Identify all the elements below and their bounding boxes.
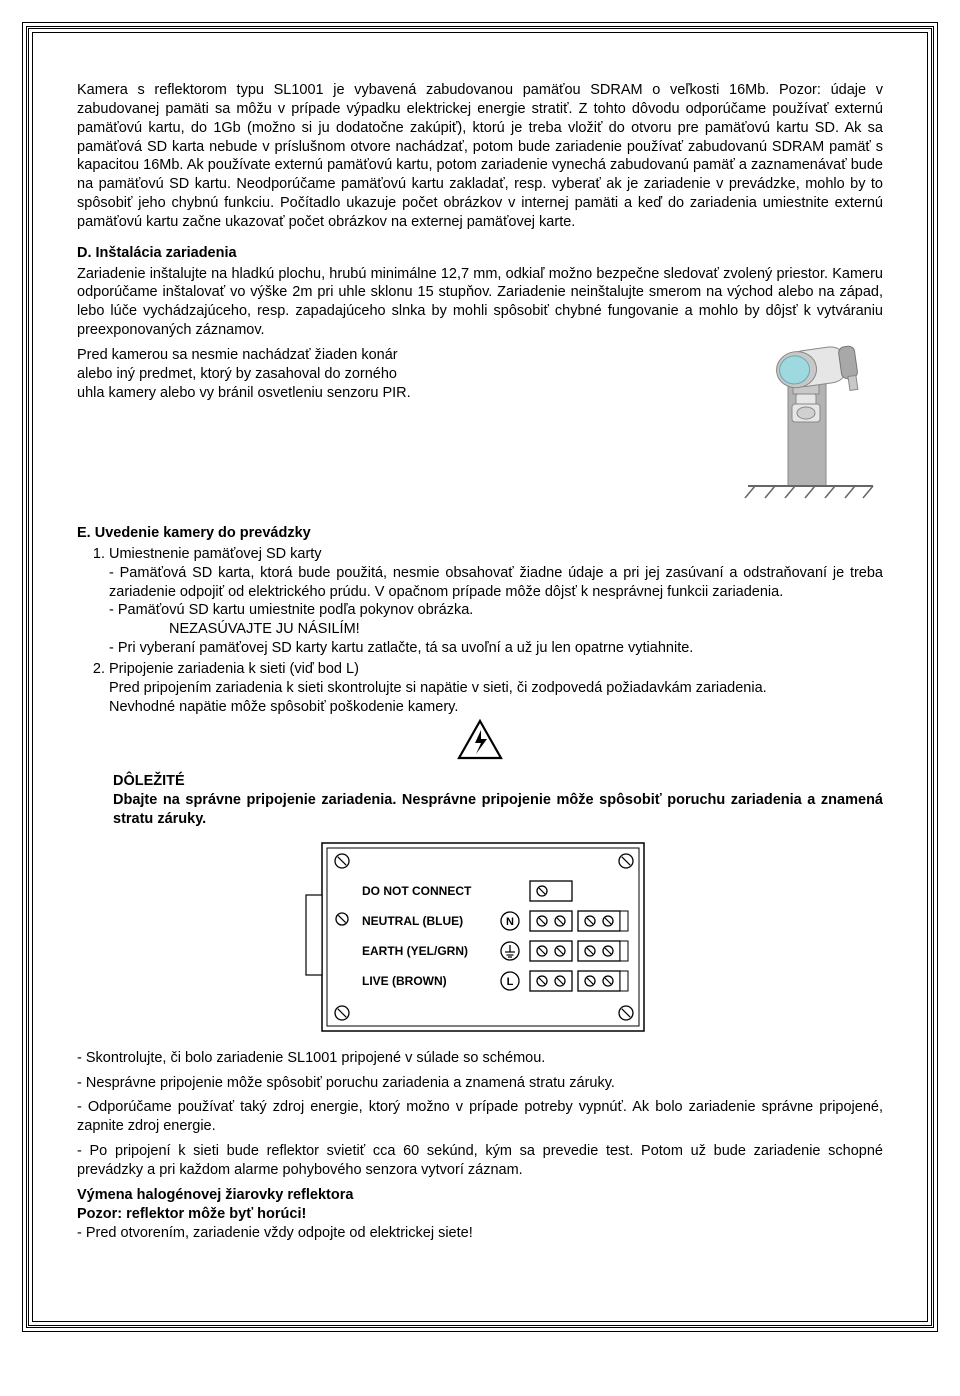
footnote-4: - Po pripojení k sieti bude reflektor sv… xyxy=(77,1142,883,1180)
footnote-b2: Pozor: reflektor môže byť horúci! xyxy=(77,1205,883,1224)
section-d-p2b: alebo iný predmet, ktorý by zasahoval do… xyxy=(77,365,683,384)
electrical-warning-icon xyxy=(77,718,883,768)
item1-b: - Pamäťovú SD kartu umiestnite podľa pok… xyxy=(109,601,883,620)
svg-text:DO NOT CONNECT: DO NOT CONNECT xyxy=(362,884,472,898)
camera-on-post-illustration xyxy=(693,316,883,506)
footnote-5: - Pred otvorením, zariadenie vždy odpojt… xyxy=(77,1224,883,1243)
intro-paragraph: Kamera s reflektorom typu SL1001 je vyba… xyxy=(77,81,883,232)
procedure-list: Umiestnenie pamäťovej SD karty - Pamäťov… xyxy=(109,545,883,717)
item2-title: Pripojenie zariadenia k sieti (viď bod L… xyxy=(109,661,359,677)
svg-text:L: L xyxy=(507,976,514,988)
page: Kamera s reflektorom typu SL1001 je vyba… xyxy=(0,0,960,1396)
footnote-3: - Odporúčame používať taký zdroj energie… xyxy=(77,1098,883,1136)
important-block: DÔLEŽITÉ Dbajte na správne pripojenie za… xyxy=(113,772,883,829)
item1-title: Umiestnenie pamäťovej SD karty xyxy=(109,546,322,562)
section-d-p2c: uhla kamery alebo vy bránil osvetleniu s… xyxy=(77,384,683,403)
item2-b: Nevhodné napätie môže spôsobiť poškodeni… xyxy=(109,698,883,717)
svg-text:N: N xyxy=(506,916,514,928)
camera-row: Pred kamerou sa nesmie nachádzať žiaden … xyxy=(77,346,883,506)
page-border-mid: Kamera s reflektorom typu SL1001 je vyba… xyxy=(26,26,934,1328)
item2-a: Pred pripojením zariadenia k sieti skont… xyxy=(109,679,883,698)
section-d-p2a: Pred kamerou sa nesmie nachádzať žiaden … xyxy=(77,346,683,365)
footnote-1: - Skontrolujte, či bolo zariadenie SL100… xyxy=(77,1049,883,1068)
svg-text:NEUTRAL (BLUE): NEUTRAL (BLUE) xyxy=(362,914,463,928)
footnote-b1: Výmena halogénovej žiarovky reflektora xyxy=(77,1186,883,1205)
camera-text-block: Pred kamerou sa nesmie nachádzať žiaden … xyxy=(77,346,693,403)
procedure-item-2: Pripojenie zariadenia k sieti (viď bod L… xyxy=(109,660,883,717)
footnote-2: - Nesprávne pripojenie môže spôsobiť por… xyxy=(77,1074,883,1093)
wiring-diagram: DO NOT CONNECT NEUTRAL (BLUE) N EARTH (YEL/… xyxy=(77,837,883,1037)
item1-a: - Pamäťová SD karta, ktorá bude použitá,… xyxy=(109,564,883,602)
page-border-outer: Kamera s reflektorom typu SL1001 je vyba… xyxy=(22,22,938,1332)
svg-text:EARTH (YEL/GRN): EARTH (YEL/GRN) xyxy=(362,944,468,958)
svg-text:LIVE (BROWN): LIVE (BROWN) xyxy=(362,974,447,988)
item1-c: NEZASÚVAJTE JU NÁSILÍM! xyxy=(169,620,883,639)
section-d-title: D. Inštalácia zariadenia xyxy=(77,244,883,263)
page-border-inner: Kamera s reflektorom typu SL1001 je vyba… xyxy=(32,32,928,1322)
item1-d: - Pri vyberaní pamäťovej SD karty kartu … xyxy=(109,639,883,658)
section-e-title: E. Uvedenie kamery do prevádzky xyxy=(77,524,883,543)
important-text: Dbajte na správne pripojenie zariadenia.… xyxy=(113,791,883,829)
important-label: DÔLEŽITÉ xyxy=(113,772,883,791)
procedure-item-1: Umiestnenie pamäťovej SD karty - Pamäťov… xyxy=(109,545,883,658)
